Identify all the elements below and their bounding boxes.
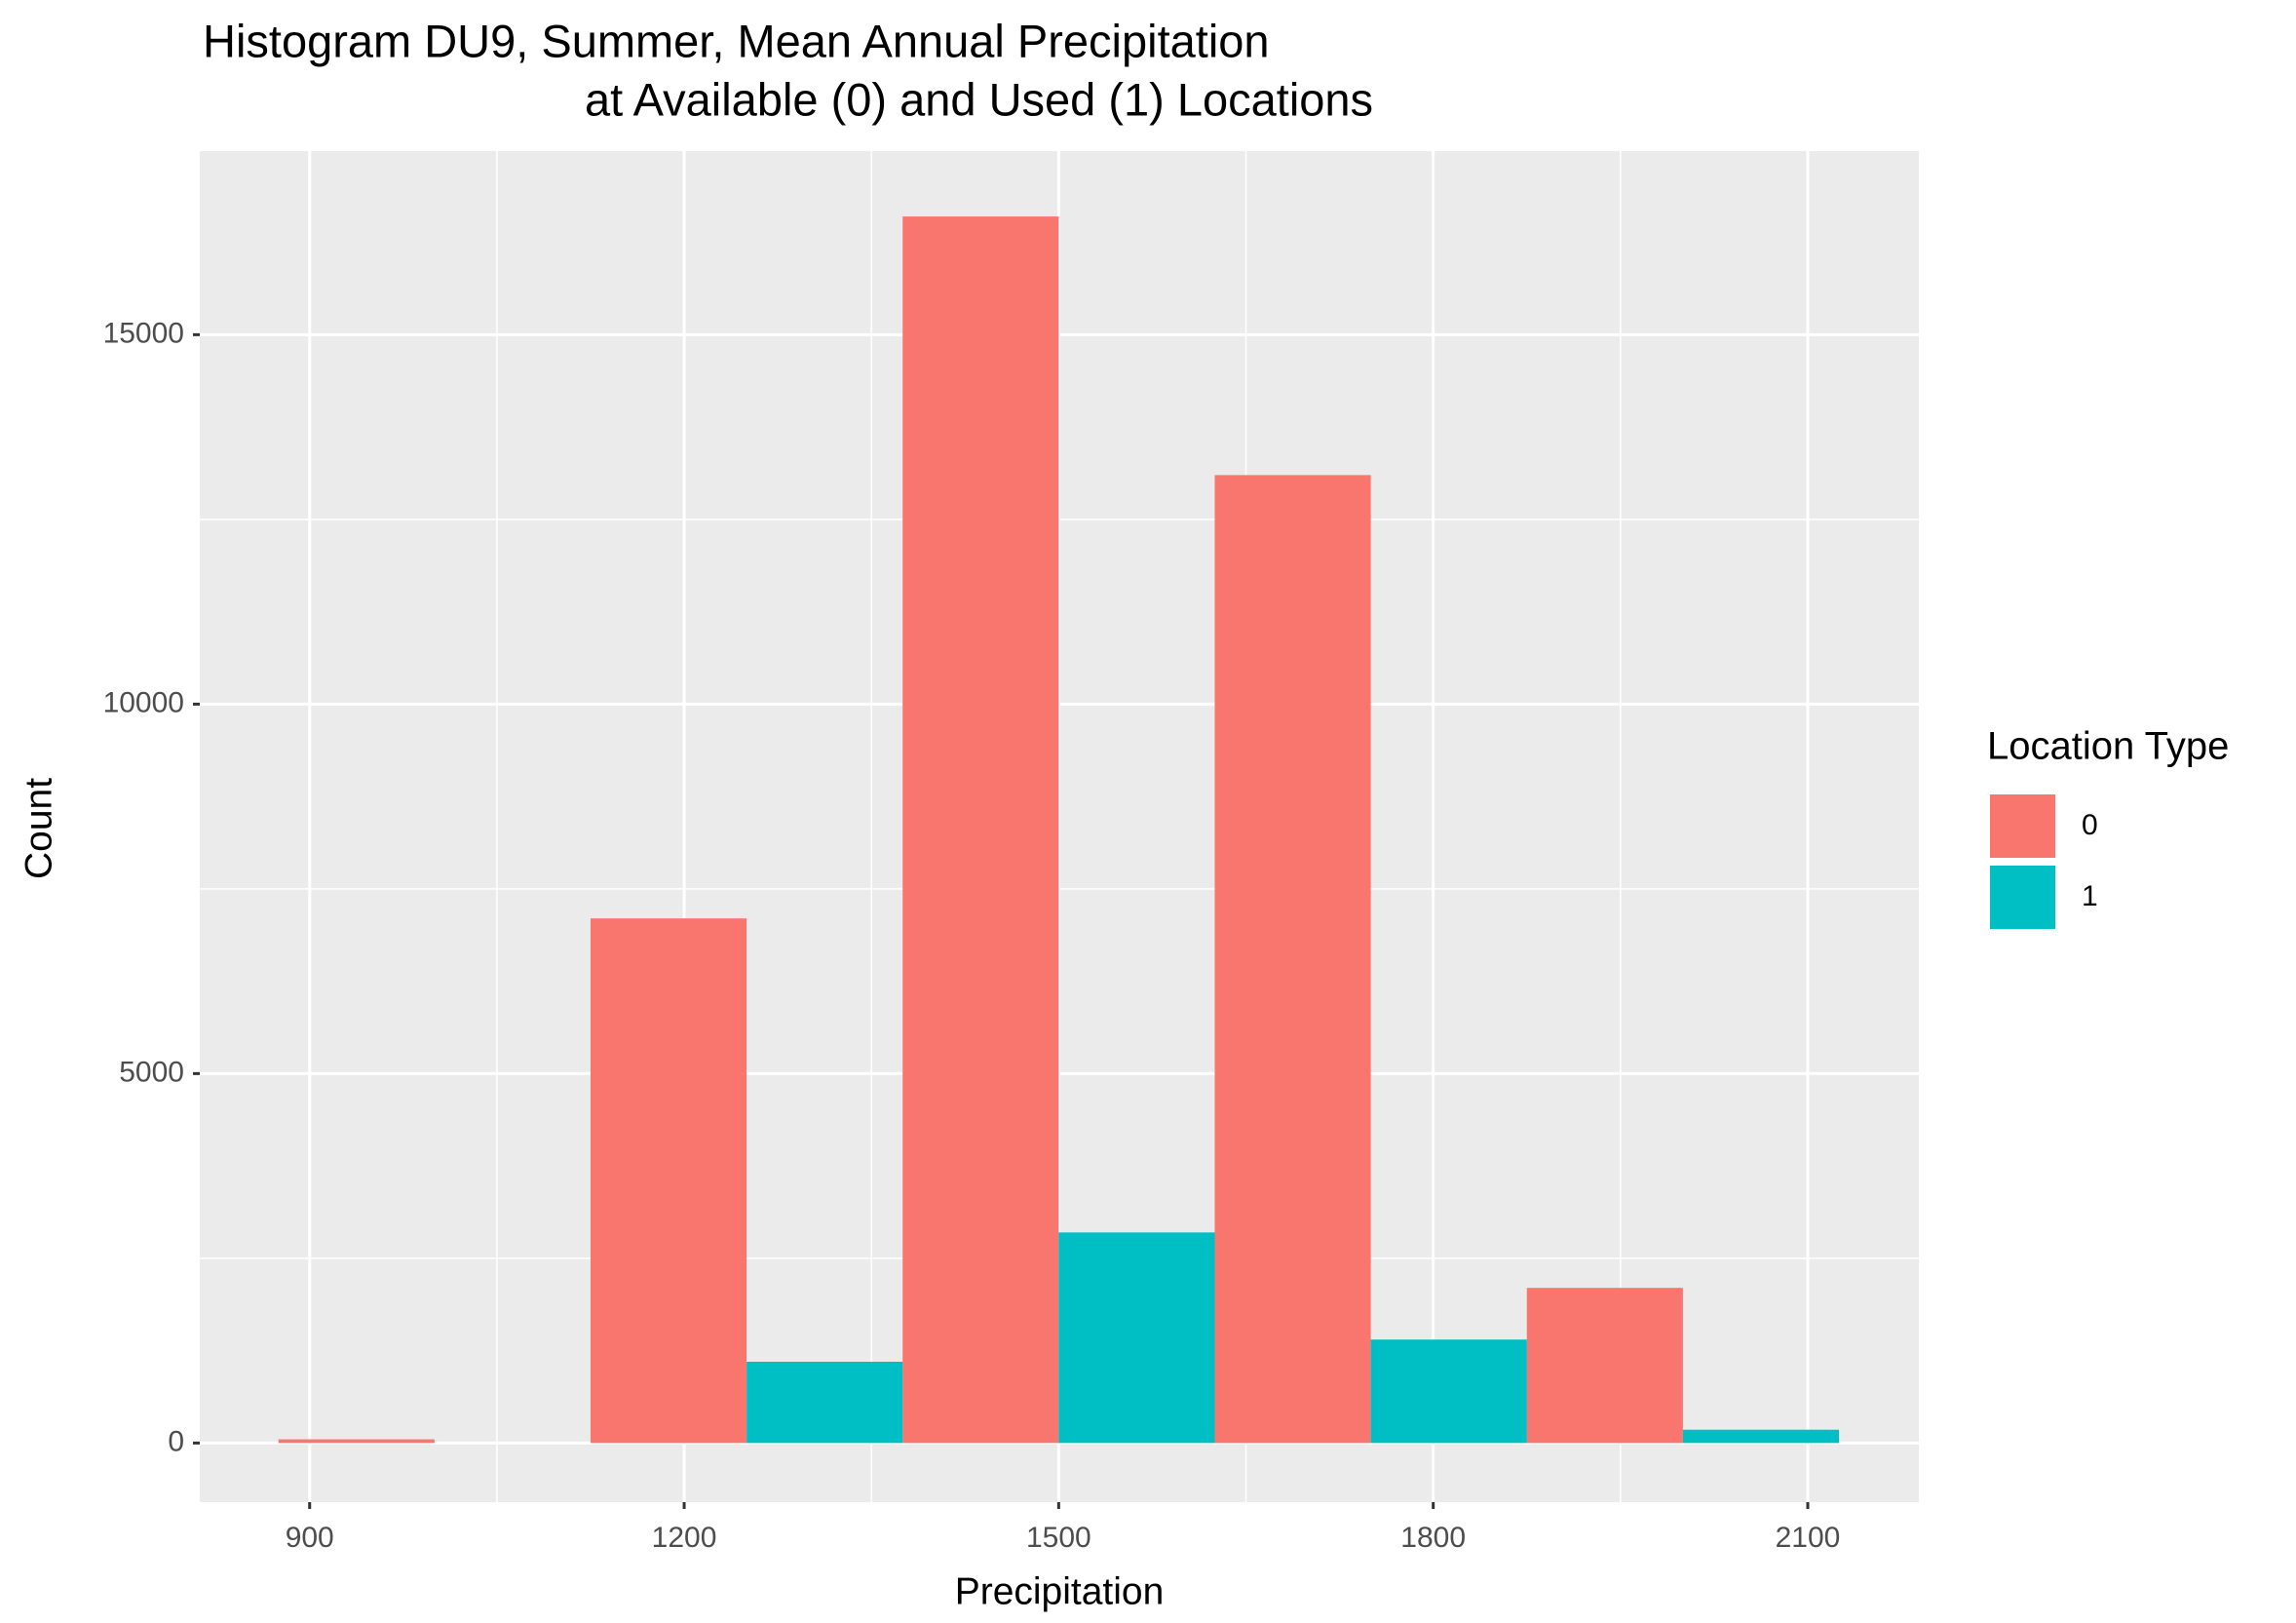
x-axis-title: Precipitation — [955, 1570, 1165, 1612]
x-tick-label: 900 — [286, 1522, 334, 1554]
chart-title: Histogram DU9, Summer, Mean Annual Preci… — [203, 15, 1270, 66]
y-tick-label: 5000 — [119, 1056, 184, 1088]
y-tick-label: 10000 — [103, 686, 184, 718]
legend-title: Location Type — [1987, 725, 2229, 768]
chart-title: at Available (0) and Used (1) Locations — [585, 73, 1373, 125]
bar — [278, 1439, 435, 1444]
bar — [1214, 475, 1371, 1444]
legend-label: 0 — [2082, 809, 2098, 841]
x-tick-label: 1800 — [1400, 1522, 1466, 1554]
legend-key — [1990, 794, 2055, 858]
y-tick-label: 15000 — [103, 317, 184, 349]
y-tick-label: 0 — [168, 1425, 184, 1457]
bar — [1682, 1429, 1840, 1444]
bar — [1370, 1339, 1527, 1444]
bar — [902, 216, 1059, 1444]
x-tick-label: 1200 — [652, 1522, 717, 1554]
legend-key — [1990, 866, 2055, 929]
bar — [1526, 1288, 1683, 1444]
bar — [746, 1361, 903, 1444]
x-tick-label: 2100 — [1776, 1522, 1841, 1554]
x-tick-label: 1500 — [1026, 1522, 1091, 1554]
legend-label: 1 — [2082, 880, 2098, 912]
bar — [590, 918, 747, 1444]
y-axis-title: Count — [18, 778, 59, 879]
bar — [1058, 1232, 1215, 1444]
